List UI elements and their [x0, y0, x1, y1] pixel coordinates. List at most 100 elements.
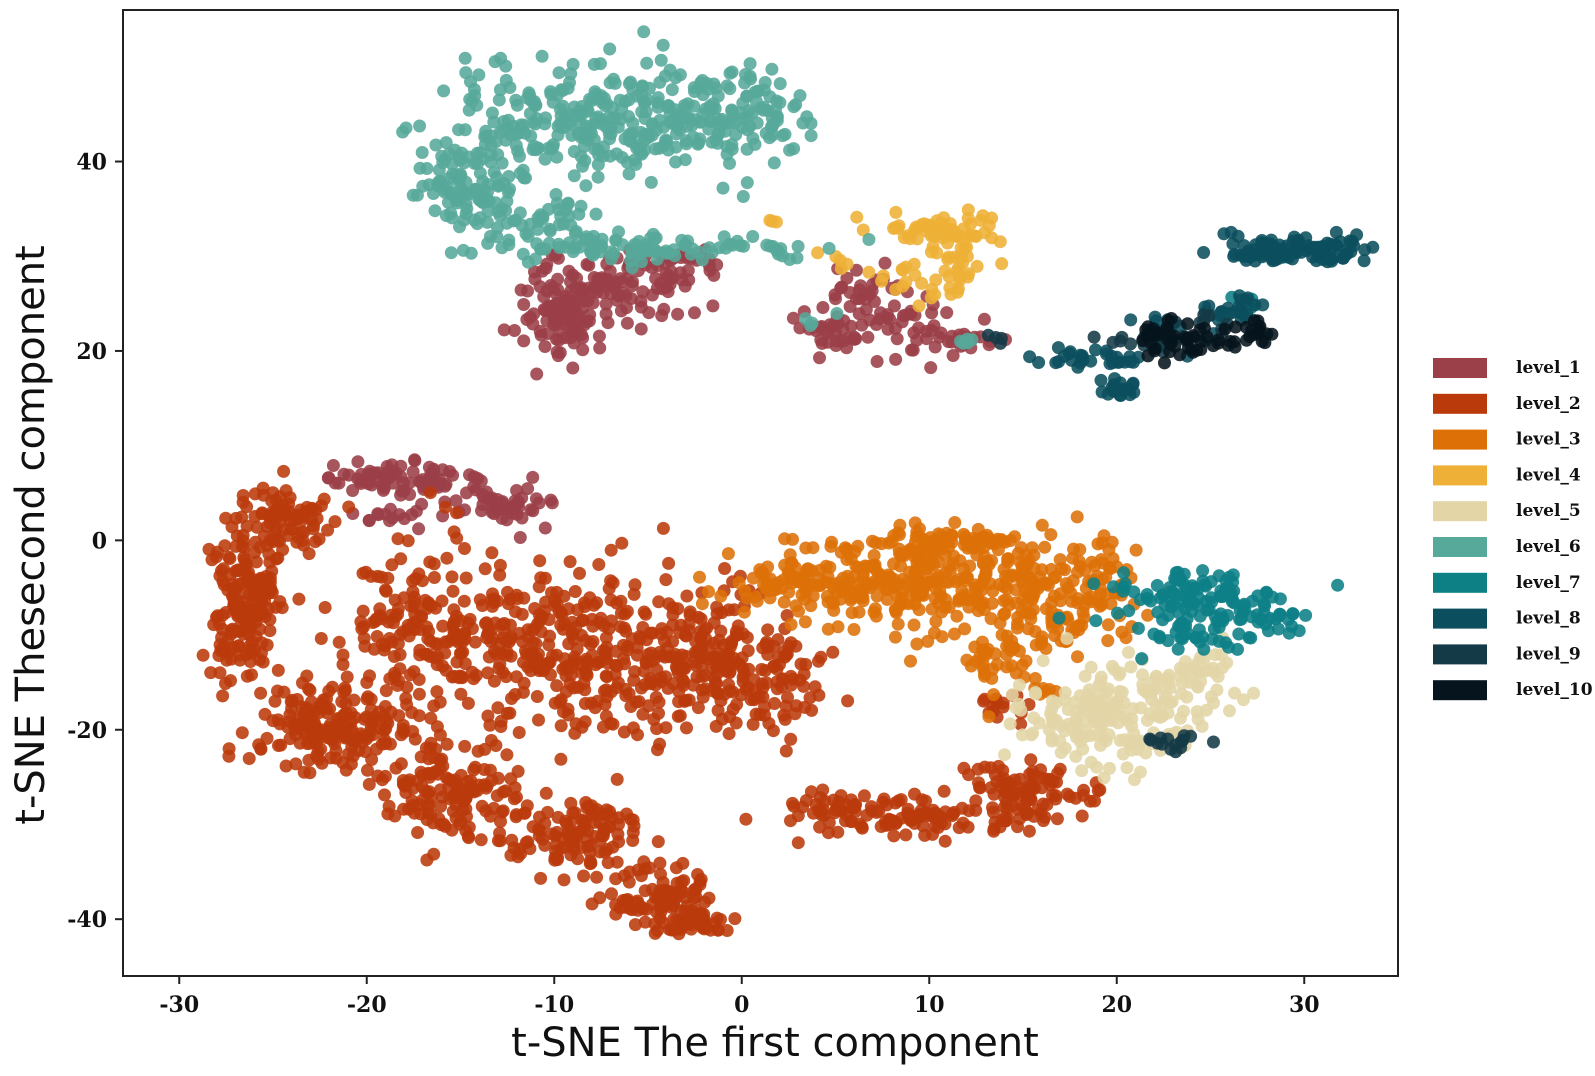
level_3-point — [821, 622, 835, 636]
level_3-point — [1141, 608, 1155, 622]
level_2-point — [279, 759, 293, 773]
level_6-point — [668, 249, 682, 263]
level_2-point — [412, 567, 426, 581]
level_5-point — [1102, 728, 1116, 742]
level_5-point — [1116, 747, 1130, 761]
level_2-point — [653, 645, 667, 659]
level_5-point — [1027, 711, 1041, 725]
level_3-point — [1071, 650, 1084, 664]
level_2-point — [303, 683, 317, 697]
level_7-point — [1232, 627, 1246, 641]
level_1-point — [843, 300, 857, 313]
level_5-point — [1075, 764, 1089, 778]
level_7-point — [1177, 628, 1191, 642]
level_2-point — [274, 738, 288, 752]
level_2-point — [711, 687, 725, 701]
level_5-point — [1237, 693, 1250, 707]
level_1-point — [645, 288, 659, 302]
level_5-point — [1110, 695, 1124, 709]
level_4-point — [951, 230, 964, 244]
level_5-point — [1113, 684, 1127, 698]
level_2-point — [247, 573, 260, 587]
level_6-point — [429, 138, 443, 152]
level_1-point — [521, 482, 535, 496]
level_1-point — [558, 331, 572, 345]
level_1-point — [897, 309, 910, 323]
level_3-point — [804, 599, 818, 613]
level_1-point — [888, 321, 902, 335]
level_4-point — [896, 279, 910, 293]
level_2-point — [580, 668, 594, 682]
level_1-point — [580, 315, 593, 329]
level_3-point — [921, 634, 935, 648]
level_5-point — [1005, 688, 1019, 702]
level_3-point — [991, 543, 1005, 557]
level_2-point — [255, 506, 269, 520]
level_6-point — [439, 136, 453, 150]
level_2-point — [284, 695, 298, 709]
level_6-point — [603, 149, 617, 163]
level_7-point — [1193, 609, 1207, 623]
level_7-point — [1212, 620, 1226, 634]
level_1-point — [850, 263, 863, 277]
level_7-point — [1257, 597, 1271, 611]
level_7-point — [1140, 591, 1154, 605]
level_3-point — [778, 532, 792, 546]
level_2-point — [912, 809, 926, 823]
level_3-point — [1039, 684, 1053, 698]
level_10-point — [1211, 336, 1225, 350]
level_2-point — [557, 873, 571, 887]
level_6-point — [538, 152, 552, 166]
level_2-point — [1042, 772, 1056, 786]
level_2-point — [712, 633, 726, 647]
level_3-point — [929, 614, 943, 628]
level_2-point — [620, 604, 634, 618]
level_2-point — [505, 692, 518, 705]
level_5-point — [1136, 668, 1149, 682]
level_2-point — [727, 603, 741, 617]
level_5-point — [1126, 734, 1140, 748]
level_3-point — [1012, 644, 1026, 658]
level_7-point — [1299, 608, 1313, 622]
level_1-point — [829, 292, 842, 306]
level_1-point — [815, 336, 829, 350]
level_10-point — [1229, 320, 1243, 334]
level_1-point — [847, 330, 861, 344]
level_2-point — [649, 690, 663, 704]
level_2-point — [532, 664, 546, 678]
level_8-point — [1089, 343, 1102, 357]
level_3-point — [1073, 543, 1087, 557]
level_2-point — [357, 631, 371, 645]
level_2-point — [399, 691, 413, 705]
level_7-point — [1237, 599, 1251, 613]
legend-item-level_5: level_5 — [1433, 501, 1581, 522]
level_2-point — [710, 667, 724, 681]
level_2-point — [273, 595, 287, 609]
level_3-point — [987, 688, 1001, 702]
level_1-point — [346, 484, 360, 497]
level_2-point — [263, 624, 277, 638]
level_2-point — [855, 821, 869, 835]
level_1-point — [538, 304, 552, 317]
level_6-point — [589, 207, 603, 221]
level_2-point — [656, 521, 670, 535]
level_2-point — [722, 727, 736, 741]
level_3-point — [1029, 638, 1043, 652]
level_8-point — [1094, 373, 1108, 387]
level_2-point — [256, 606, 270, 620]
level_7-point — [1192, 591, 1206, 605]
level_2-point — [391, 532, 405, 546]
level_3-point — [755, 565, 769, 579]
level_1-point — [460, 486, 473, 500]
level_3-point — [1015, 605, 1029, 619]
level_6-point — [460, 202, 474, 216]
level_2-point — [320, 692, 333, 706]
level_3-point — [948, 627, 961, 641]
level_3-point — [1021, 622, 1035, 636]
legend-item-level_9: level_9 — [1433, 644, 1581, 665]
level_3-point — [963, 559, 977, 573]
level_4-point — [889, 205, 903, 219]
x-tick-label: 10 — [914, 992, 945, 1018]
level_2-point — [702, 891, 716, 905]
level_2-point — [339, 730, 353, 744]
